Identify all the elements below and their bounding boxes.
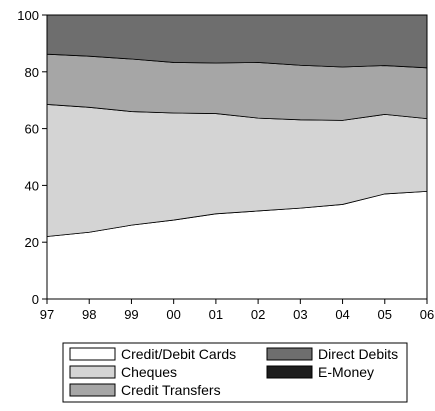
legend-label-e-money: E-Money — [318, 364, 374, 380]
legend-swatch-cheques — [69, 365, 116, 379]
ticks: 0 20 40 60 80 100 97 98 99 00 01 02 03 04 05 06 — [17, 8, 434, 322]
legend-label-credit-debit-cards: Credit/Debit Cards — [121, 346, 236, 362]
y-tick-label-20: 20 — [25, 235, 39, 250]
legend: Credit/Debit Cards Cheques Credit Transfer… — [62, 342, 408, 403]
y-tick-label-100: 100 — [17, 8, 39, 23]
plot-frame — [46, 14, 428, 300]
x-tick-label-00: 00 — [166, 307, 180, 322]
x-tick-label-98: 98 — [82, 307, 96, 322]
x-tick-label-99: 99 — [124, 307, 138, 322]
y-tick-label-0: 0 — [32, 292, 39, 307]
legend-swatch-e-money — [266, 365, 313, 379]
area-layers — [46, 14, 428, 300]
x-tick-label-04: 04 — [335, 307, 349, 322]
x-tick-label-02: 02 — [251, 307, 265, 322]
y-tick-label-60: 60 — [25, 122, 39, 137]
legend-label-direct-debits: Direct Debits — [318, 346, 398, 362]
legend-swatch-credit-debit-cards — [69, 347, 116, 361]
legend-label-cheques: Cheques — [121, 364, 177, 380]
legend-box — [62, 342, 408, 403]
legend-swatch-credit-transfers — [69, 383, 116, 397]
axes — [46, 14, 428, 300]
legend-swatch-direct-debits — [266, 347, 313, 361]
legend-label-credit-transfers: Credit Transfers — [121, 382, 221, 398]
y-tick-label-80: 80 — [25, 65, 39, 80]
y-tick-label-40: 40 — [25, 178, 39, 193]
x-tick-label-97: 97 — [40, 307, 54, 322]
x-tick-label-05: 05 — [378, 307, 392, 322]
x-tick-label-03: 03 — [293, 307, 307, 322]
x-tick-label-06: 06 — [420, 307, 434, 322]
x-tick-label-01: 01 — [209, 307, 223, 322]
